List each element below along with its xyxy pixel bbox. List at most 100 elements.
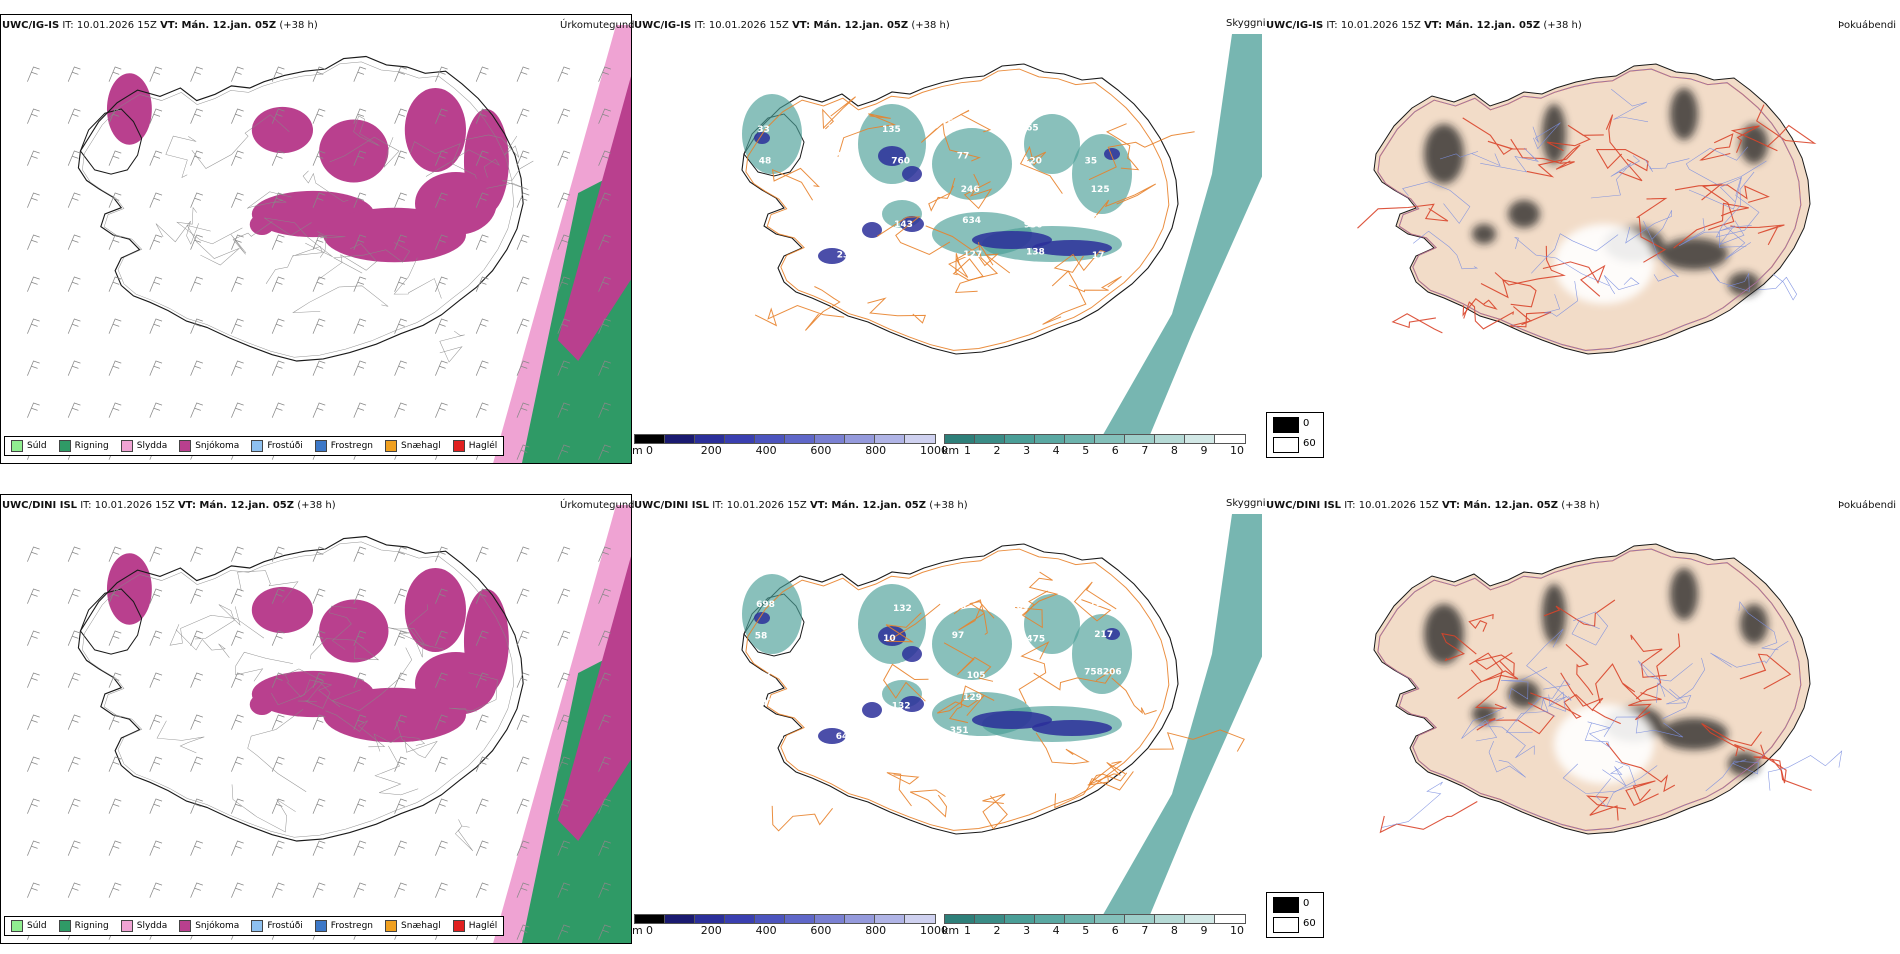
colorbar-segment bbox=[634, 434, 666, 444]
colorbar-tick: 3 bbox=[1023, 444, 1031, 457]
colorbar-segment bbox=[784, 434, 816, 444]
cloud-base-label: 125 bbox=[1091, 185, 1110, 195]
precip-legend-label: Haglél bbox=[468, 921, 498, 931]
cloud-map-panel-ig: 33 357 135 52 165 103 48 198 760 77 120 35 365 142 218… bbox=[632, 14, 1262, 474]
precip-legend: Súld Rigning Slydda Snjókoma Frostúði Frostre… bbox=[4, 916, 505, 936]
cloud-base-label: 263 bbox=[824, 639, 843, 649]
colorbar-segment bbox=[1034, 914, 1066, 924]
cloud-base-label: 758206 bbox=[1084, 668, 1122, 678]
cloud-base-label: 79 bbox=[1090, 599, 1103, 609]
colorbar-tick: 800 bbox=[865, 924, 887, 937]
precip-legend-label: Slydda bbox=[136, 921, 168, 931]
colorbar-tick: 1 bbox=[964, 924, 971, 937]
fog-header: UWC/IG-IS IT: 10.01.2026 15Z VT: Mán. 12… bbox=[1266, 20, 1582, 31]
colorbar-segment bbox=[874, 434, 906, 444]
precip-legend-swatch bbox=[314, 440, 327, 452]
colorbar-segment bbox=[974, 434, 1006, 444]
colorbar-tick: 10 bbox=[1230, 924, 1244, 937]
precip-legend-swatch bbox=[452, 440, 465, 452]
colorbar-segment bbox=[944, 434, 976, 444]
cloud-base-label: 197 bbox=[755, 698, 774, 708]
cloud-base-label: 276 bbox=[770, 215, 789, 225]
fog-header: UWC/DINI ISL IT: 10.01.2026 15Z VT: Mán.… bbox=[1266, 500, 1600, 511]
colorbar-segment bbox=[844, 914, 876, 924]
colorbar-segment bbox=[1064, 434, 1096, 444]
cloud-base-label: 475 bbox=[1026, 635, 1045, 645]
colorbar-tick: 10 bbox=[1230, 444, 1244, 457]
precip-legend-swatch bbox=[314, 920, 327, 932]
precip-map bbox=[7, 25, 631, 463]
fog-map-panel-dini bbox=[1264, 494, 1894, 954]
cloud-base-label: 148 bbox=[833, 218, 852, 228]
colorbar-segment bbox=[1034, 434, 1066, 444]
fog-title: Þokuábendi bbox=[1838, 20, 1897, 31]
cloud-base-label: 143 bbox=[894, 220, 913, 230]
cloud-base-label: 114 bbox=[888, 252, 907, 262]
cloud-base-label: 102 bbox=[1086, 215, 1105, 225]
colorbar-segment bbox=[1064, 914, 1096, 924]
colorbar-tick: 600 bbox=[810, 924, 832, 937]
precip-title: Úrkomutegund bbox=[560, 20, 635, 31]
colorbar-segment bbox=[974, 914, 1006, 924]
cloud-base-label: 930 bbox=[1024, 221, 1043, 231]
colorbar-segment bbox=[814, 434, 846, 444]
colorbar-tick: 600 bbox=[810, 444, 832, 457]
colorbar-tick: 6 bbox=[1111, 444, 1119, 457]
colorbar-tick: 7 bbox=[1141, 924, 1149, 937]
cloud-base-label: 165 bbox=[1020, 124, 1039, 134]
cloud-header: UWC/IG-IS IT: 10.01.2026 15Z VT: Mán. 12… bbox=[634, 20, 950, 31]
colorbar-segment bbox=[1214, 914, 1246, 924]
colorbar-segment bbox=[664, 914, 696, 924]
cloud-base-label: 51 bbox=[1027, 665, 1040, 675]
fog-legend-white bbox=[1273, 917, 1299, 933]
precip-legend: Súld Rigning Slydda Snjókoma Frostúði Frostre… bbox=[4, 436, 505, 456]
precip-legend-swatch bbox=[120, 440, 133, 452]
colorbar-tick: 1 bbox=[964, 444, 971, 457]
cloud-base-label: 365 bbox=[771, 186, 790, 196]
visibility-colorbar: km 1 2 3 4 5 6 7 8 9 10 bbox=[942, 914, 1262, 940]
colorbar-tick: 8 bbox=[1170, 924, 1178, 937]
precip-legend-label: Haglél bbox=[468, 441, 498, 451]
precip-legend-item: Rigning bbox=[58, 440, 109, 452]
cloud-header: UWC/DINI ISL IT: 10.01.2026 15Z VT: Mán.… bbox=[634, 500, 968, 511]
precip-legend-label: Rigning bbox=[74, 921, 109, 931]
precip-header: UWC/IG-IS IT: 10.01.2026 15Z VT: Mán. 12… bbox=[2, 20, 318, 31]
colorbar-tick: 6 bbox=[1111, 924, 1119, 937]
precip-legend-swatch bbox=[11, 920, 23, 932]
precip-legend-label: Snjókoma bbox=[195, 441, 240, 451]
precip-legend-item: Snæhagl bbox=[385, 440, 441, 452]
colorbar-tick: 5 bbox=[1082, 924, 1090, 937]
cloud-base-label: 132 bbox=[892, 702, 911, 712]
cloud-title: Skyggni bbox=[1226, 498, 1266, 509]
fog-legend-white bbox=[1273, 437, 1299, 453]
precip-legend-item: Snjókoma bbox=[179, 920, 239, 932]
cloud-base-label: 77 bbox=[957, 152, 970, 162]
colorbar-segment bbox=[844, 434, 876, 444]
precip-legend-label: Snæhagl bbox=[401, 921, 441, 931]
precip-legend-item: Rigning bbox=[58, 920, 109, 932]
colorbar-unit: km bbox=[942, 924, 960, 937]
precip-legend-label: Snæhagl bbox=[401, 441, 441, 451]
colorbar-tick: 400 bbox=[755, 444, 777, 457]
cloud-base-label: 86 bbox=[1017, 602, 1030, 612]
colorbar-segment bbox=[814, 914, 846, 924]
precip-legend-item: Snjókoma bbox=[179, 440, 239, 452]
colorbar-unit: m bbox=[632, 924, 643, 937]
cloud-title: Skyggni bbox=[1226, 18, 1266, 29]
colorbar-segment bbox=[634, 914, 666, 924]
cloud-base-label: 126 bbox=[947, 602, 966, 612]
precip-legend-item: Súld bbox=[11, 440, 47, 452]
precip-legend-item: Súld bbox=[11, 920, 47, 932]
precip-legend-label: Frostregn bbox=[330, 441, 374, 451]
precip-legend-swatch bbox=[11, 440, 23, 452]
colorbar-segment bbox=[1004, 434, 1036, 444]
precip-header: UWC/DINI ISL IT: 10.01.2026 15Z VT: Mán.… bbox=[2, 500, 336, 511]
altitude-colorbar: m 0 200 400 600 800 1000 bbox=[632, 914, 948, 940]
cloud-base-label: 153 bbox=[824, 702, 843, 712]
colorbar-segment bbox=[664, 434, 696, 444]
fog-legend: 0 60 bbox=[1266, 892, 1324, 938]
colorbar-segment bbox=[724, 434, 756, 444]
colorbar-segment bbox=[1124, 914, 1156, 924]
precip-legend-item: Frostregn bbox=[314, 440, 374, 452]
precip-legend-label: Frostúði bbox=[267, 921, 303, 931]
